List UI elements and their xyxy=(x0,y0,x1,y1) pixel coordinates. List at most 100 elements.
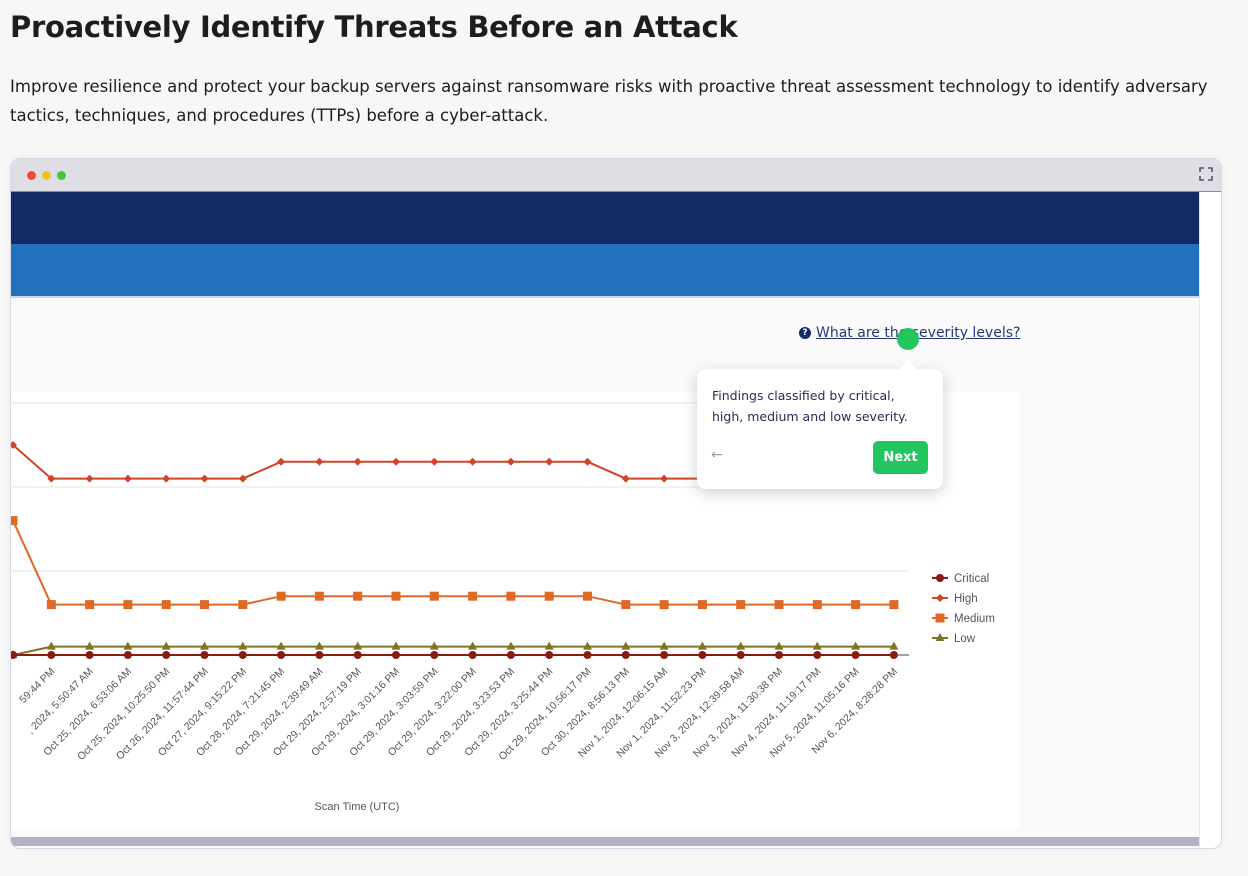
vertical-scrollbar[interactable] xyxy=(1199,192,1221,848)
data-point-low[interactable] xyxy=(736,641,746,650)
data-point-high[interactable] xyxy=(660,474,669,483)
data-point-low[interactable] xyxy=(697,641,707,650)
data-point-critical[interactable] xyxy=(277,651,286,659)
data-point-low[interactable] xyxy=(123,641,133,650)
data-point-low[interactable] xyxy=(276,641,286,650)
data-point-high[interactable] xyxy=(315,457,324,466)
data-point-medium[interactable] xyxy=(659,600,669,610)
data-point-critical[interactable] xyxy=(936,574,944,582)
data-point-medium[interactable] xyxy=(889,600,899,610)
data-point-high[interactable] xyxy=(621,474,630,483)
data-point-high[interactable] xyxy=(545,457,554,466)
horizontal-scrollbar[interactable] xyxy=(11,837,1199,846)
data-point-low[interactable] xyxy=(391,641,401,650)
data-point-medium[interactable] xyxy=(85,600,95,610)
data-point-medium[interactable] xyxy=(161,600,171,610)
data-point-high[interactable] xyxy=(506,457,515,466)
data-point-low[interactable] xyxy=(161,641,171,650)
data-point-low[interactable] xyxy=(468,641,478,650)
data-point-critical[interactable] xyxy=(506,651,515,659)
data-point-medium[interactable] xyxy=(621,600,631,610)
data-point-high[interactable] xyxy=(430,457,439,466)
data-point-critical[interactable] xyxy=(813,651,822,659)
data-point-medium[interactable] xyxy=(353,591,363,601)
data-point-high[interactable] xyxy=(85,474,94,483)
data-point-low[interactable] xyxy=(429,641,439,650)
data-point-medium[interactable] xyxy=(468,591,478,601)
data-point-critical[interactable] xyxy=(238,651,247,659)
next-button[interactable]: Next xyxy=(873,441,928,474)
severity-levels-link[interactable]: ? What are the severity levels? xyxy=(799,325,1020,341)
data-point-low[interactable] xyxy=(889,641,899,650)
data-point-high[interactable] xyxy=(583,457,592,466)
data-point-low[interactable] xyxy=(200,641,209,650)
data-point-low[interactable] xyxy=(238,641,248,650)
legend-item-critical[interactable]: Critical xyxy=(932,573,989,585)
data-point-medium[interactable] xyxy=(583,591,592,601)
data-point-critical[interactable] xyxy=(392,651,400,659)
data-point-critical[interactable] xyxy=(123,651,132,659)
data-point-medium[interactable] xyxy=(935,613,945,623)
data-point-critical[interactable] xyxy=(85,651,94,659)
arrow-left-icon[interactable]: ← xyxy=(711,447,723,463)
data-point-medium[interactable] xyxy=(123,600,133,610)
data-point-low[interactable] xyxy=(46,641,56,650)
legend-item-high[interactable]: High xyxy=(932,593,978,605)
data-point-medium[interactable] xyxy=(238,600,248,610)
data-point-critical[interactable] xyxy=(11,651,17,659)
data-point-high[interactable] xyxy=(277,457,286,466)
data-point-medium[interactable] xyxy=(200,600,209,610)
data-point-critical[interactable] xyxy=(851,651,860,659)
data-point-high[interactable] xyxy=(162,474,171,483)
data-point-high[interactable] xyxy=(353,457,362,466)
data-point-critical[interactable] xyxy=(775,651,783,659)
expand-icon[interactable] xyxy=(1199,167,1213,181)
data-point-critical[interactable] xyxy=(47,651,56,659)
legend-item-medium[interactable]: Medium xyxy=(932,613,995,625)
data-point-high[interactable] xyxy=(468,457,477,466)
data-point-medium[interactable] xyxy=(276,591,286,601)
data-point-medium[interactable] xyxy=(429,591,439,601)
data-point-medium[interactable] xyxy=(391,591,401,601)
data-point-low[interactable] xyxy=(659,641,669,650)
data-point-high[interactable] xyxy=(238,474,247,483)
data-point-critical[interactable] xyxy=(353,651,362,659)
data-point-critical[interactable] xyxy=(200,651,209,659)
close-window-icon[interactable] xyxy=(27,171,36,180)
data-point-low[interactable] xyxy=(583,641,592,650)
data-point-high[interactable] xyxy=(200,474,209,483)
data-point-critical[interactable] xyxy=(468,651,477,659)
data-point-medium[interactable] xyxy=(774,600,784,610)
data-point-critical[interactable] xyxy=(430,651,439,659)
data-point-medium[interactable] xyxy=(697,600,707,610)
data-point-medium[interactable] xyxy=(506,591,516,601)
data-point-medium[interactable] xyxy=(544,591,554,601)
legend-item-low[interactable]: Low xyxy=(932,633,976,645)
minimize-window-icon[interactable] xyxy=(42,171,51,180)
data-point-medium[interactable] xyxy=(46,600,56,610)
data-point-high[interactable] xyxy=(123,474,132,483)
data-point-low[interactable] xyxy=(851,641,861,650)
data-point-low[interactable] xyxy=(774,641,784,650)
data-point-low[interactable] xyxy=(621,641,631,650)
data-point-medium[interactable] xyxy=(851,600,861,610)
data-point-high[interactable] xyxy=(11,441,17,449)
data-point-critical[interactable] xyxy=(698,651,707,659)
data-point-critical[interactable] xyxy=(660,651,669,659)
data-point-high[interactable] xyxy=(936,594,944,602)
data-point-low[interactable] xyxy=(506,641,516,650)
data-point-critical[interactable] xyxy=(736,651,745,659)
tour-beacon[interactable] xyxy=(897,328,919,350)
data-point-high[interactable] xyxy=(392,457,400,466)
data-point-critical[interactable] xyxy=(889,651,898,659)
data-point-medium[interactable] xyxy=(11,516,18,526)
data-point-critical[interactable] xyxy=(545,651,554,659)
data-point-low[interactable] xyxy=(935,633,945,641)
data-point-medium[interactable] xyxy=(736,600,746,610)
data-point-low[interactable] xyxy=(85,641,95,650)
data-point-low[interactable] xyxy=(314,641,324,650)
data-point-critical[interactable] xyxy=(583,651,592,659)
data-point-high[interactable] xyxy=(47,474,56,483)
data-point-medium[interactable] xyxy=(812,600,822,610)
data-point-critical[interactable] xyxy=(621,651,630,659)
